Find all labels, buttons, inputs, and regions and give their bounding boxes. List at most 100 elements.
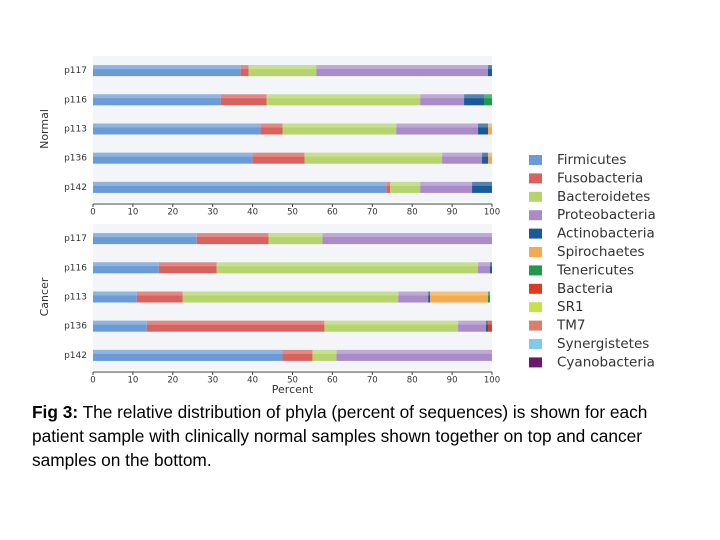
x-tick-label: 10 (127, 376, 138, 386)
x-tick-label: 50 (287, 376, 298, 386)
legend-label: Firmicutes (557, 152, 626, 168)
bar-segment (312, 349, 337, 361)
bar-segment (322, 233, 492, 245)
bar-segment (93, 349, 283, 361)
bar-segment (93, 65, 241, 77)
bar-segment (420, 181, 473, 193)
legend-swatch (529, 265, 542, 276)
bar-segment (182, 291, 399, 303)
x-tick-label: 40 (247, 208, 258, 218)
y-tick-label: p113 (64, 125, 87, 135)
bar-segment (93, 320, 147, 332)
bar-segment (464, 94, 485, 106)
bar-segment (482, 152, 489, 164)
bar-segment (398, 291, 429, 303)
bar-segment (93, 123, 261, 135)
x-axis-label: Percent (272, 383, 314, 396)
bar-gloss (93, 320, 492, 325)
x-tick-label: 70 (367, 208, 378, 218)
legend-swatch (529, 247, 542, 257)
bar-gloss (93, 152, 492, 157)
bar-gloss (93, 123, 492, 128)
legend-label: SR1 (557, 299, 584, 315)
bar-segment (240, 65, 249, 77)
bar-segment (304, 152, 443, 164)
y-tick-label: p142 (64, 183, 87, 193)
bar-segment (216, 262, 479, 274)
bar-segment (442, 152, 483, 164)
x-tick-label: 50 (287, 208, 298, 218)
x-tick-label: 90 (447, 208, 458, 218)
bar-segment (136, 291, 183, 303)
y-tick-label: p142 (64, 351, 87, 361)
y-tick-label: p136 (64, 154, 87, 164)
bar-segment (93, 233, 197, 245)
legend-swatch (529, 339, 542, 349)
legend-label: Tenericutes (556, 262, 634, 278)
x-tick-label: 30 (207, 208, 218, 218)
legend-label: Cyanobacteria (557, 354, 655, 370)
x-tick-label: 100 (484, 376, 500, 386)
legend-swatch (529, 357, 542, 368)
bar-gloss (93, 262, 492, 267)
bar-segment (93, 152, 253, 164)
bar-gloss (93, 349, 492, 354)
bar-segment (486, 320, 489, 332)
caption-text: The relative distribution of phyla (perc… (32, 402, 648, 470)
y-tick-label: p136 (64, 322, 87, 332)
bar-segment (93, 181, 387, 193)
bar-segment (430, 291, 489, 303)
bar-segment (324, 320, 459, 332)
x-tick-label: 60 (327, 208, 338, 218)
legend-label: Proteobacteria (557, 207, 656, 223)
legend-swatch (529, 228, 542, 239)
y-tick-label: p116 (64, 95, 87, 105)
bar-segment (252, 152, 305, 164)
bar-gloss (93, 65, 492, 70)
bar-segment (260, 123, 283, 135)
bar-segment (420, 94, 465, 106)
legend-swatch (529, 210, 542, 221)
bar-segment (282, 349, 313, 361)
x-tick-label: 30 (207, 376, 218, 386)
bar-segment (458, 320, 487, 332)
legend-swatch (529, 173, 542, 184)
bar-segment (266, 94, 421, 106)
x-tick-label: 80 (407, 376, 418, 386)
bar-segment (93, 291, 137, 303)
bar-segment (478, 123, 489, 135)
bar-segment (478, 262, 491, 274)
x-tick-label: 10 (127, 208, 138, 218)
y-axis-label: Cancer (38, 277, 51, 316)
x-tick-label: 80 (407, 208, 418, 218)
y-tick-label: p117 (64, 234, 87, 244)
legend-swatch (529, 320, 542, 331)
x-tick-label: 0 (90, 376, 95, 386)
bar-segment (220, 94, 267, 106)
bar-segment (490, 262, 492, 274)
bar-segment (282, 123, 397, 135)
bar-segment (428, 291, 431, 303)
legend-swatch (529, 155, 542, 165)
bar-segment (158, 262, 217, 274)
bar-segment (488, 291, 491, 303)
legend-label: Spirochaetes (557, 244, 645, 260)
legend-label: Synergistetes (557, 336, 649, 352)
bar-gloss (93, 94, 492, 99)
bar-segment (484, 94, 492, 106)
bar-segment (248, 65, 317, 77)
bar-segment (488, 123, 492, 135)
x-tick-label: 40 (247, 376, 258, 386)
bar-gloss (93, 291, 491, 296)
x-tick-label: 20 (167, 376, 178, 386)
x-tick-label: 100 (484, 208, 500, 218)
bar-segment (488, 320, 492, 332)
bar-segment (390, 181, 421, 193)
y-tick-label: p113 (64, 293, 87, 303)
bar-segment (386, 181, 391, 193)
legend-swatch (529, 302, 542, 313)
x-tick-label: 60 (327, 376, 338, 386)
legend-label: Actinobacteria (557, 226, 655, 242)
bar-segment (196, 233, 269, 245)
